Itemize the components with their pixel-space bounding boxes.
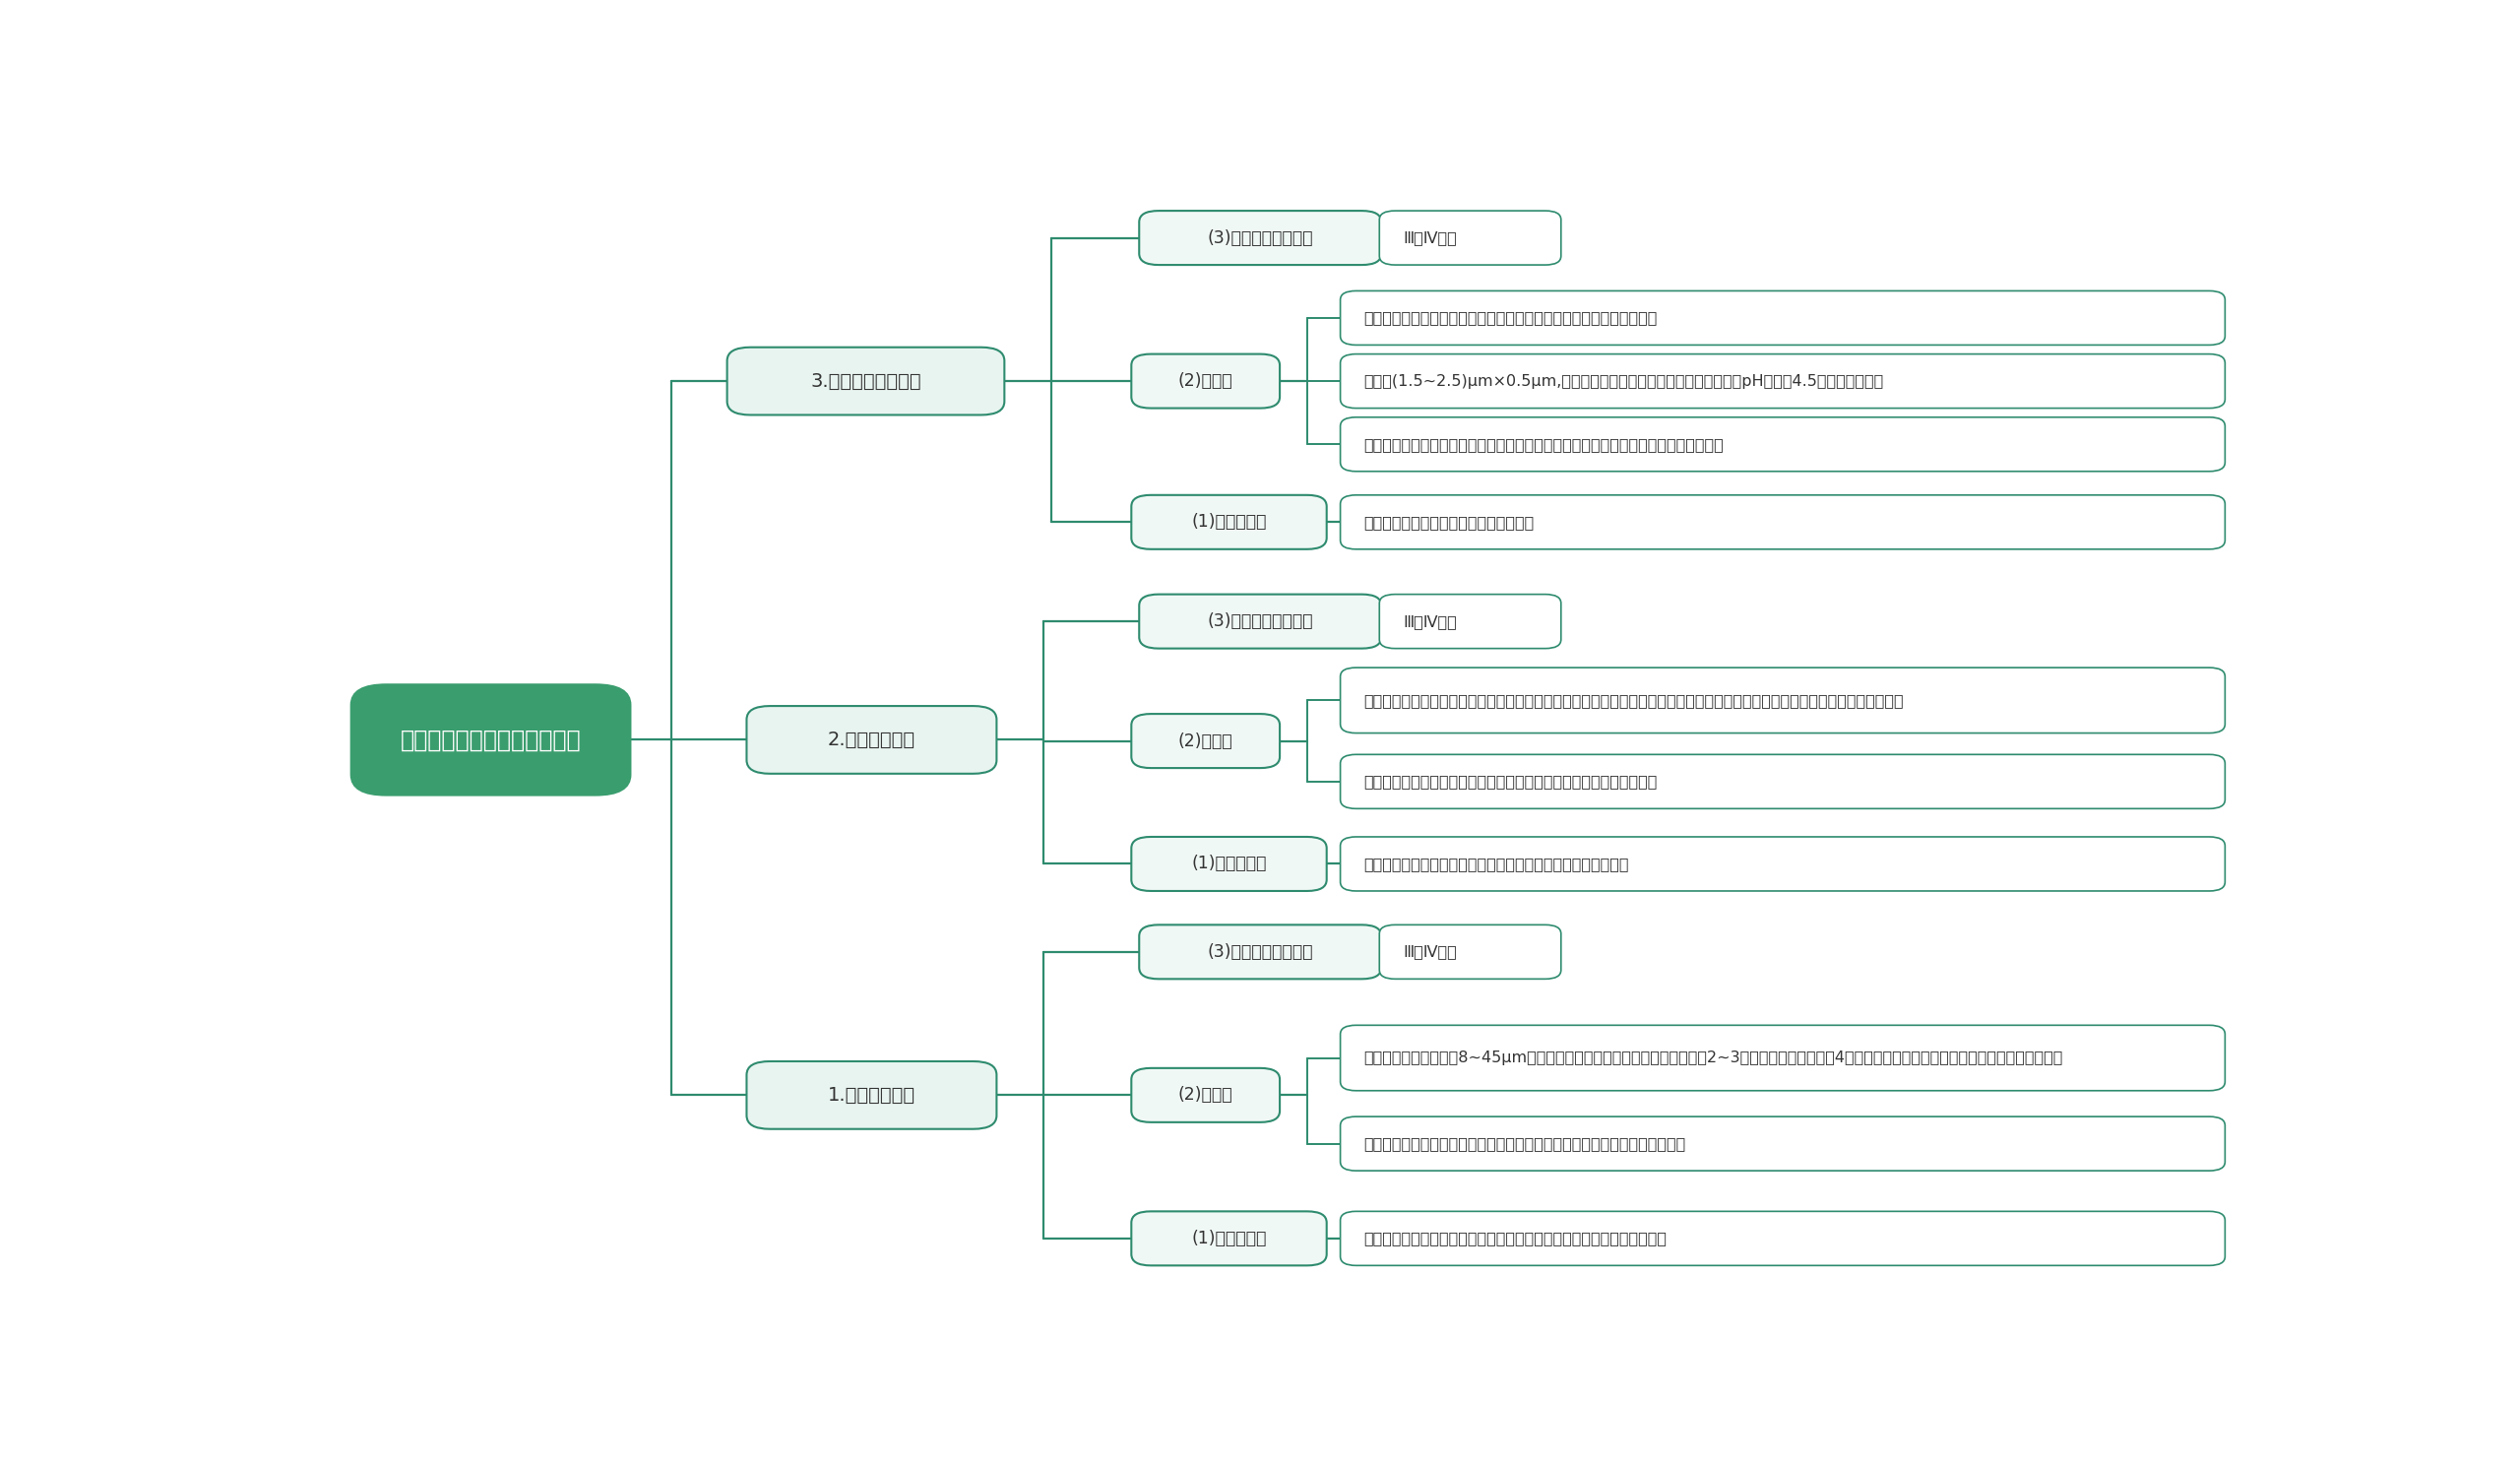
- Text: (3)阴道清洁度分级：: (3)阴道清洁度分级：: [1207, 229, 1313, 246]
- FancyBboxPatch shape: [1131, 713, 1280, 768]
- Text: (2)检查：: (2)检查：: [1179, 372, 1232, 390]
- Text: (3)阴道清洁度分级：: (3)阴道清洁度分级：: [1207, 612, 1313, 630]
- Text: (3)阴道清洁度分级：: (3)阴道清洁度分级：: [1207, 943, 1313, 961]
- FancyBboxPatch shape: [1139, 595, 1381, 649]
- FancyBboxPatch shape: [1131, 837, 1326, 891]
- FancyBboxPatch shape: [1341, 292, 2225, 344]
- FancyBboxPatch shape: [1341, 355, 2225, 409]
- Text: (1)临床表现：: (1)临床表现：: [1192, 856, 1268, 873]
- FancyBboxPatch shape: [1341, 668, 2225, 732]
- Text: (2)检查：: (2)检查：: [1179, 1087, 1232, 1105]
- Text: 1.滴虫性阴道炎: 1.滴虫性阴道炎: [827, 1086, 915, 1105]
- Text: Ⅲ、Ⅳ度。: Ⅲ、Ⅳ度。: [1404, 945, 1457, 960]
- FancyBboxPatch shape: [1341, 754, 2225, 809]
- Text: 如取阴道分泌物涂片并时行革兰氏染色后油观察，可见到卵圆形革兰氏阳性孢子或与出芽细胞相连接的假菌丝，成链状及分支状。: 如取阴道分泌物涂片并时行革兰氏染色后油观察，可见到卵圆形革兰氏阳性孢子或与出芽细…: [1363, 693, 1903, 708]
- FancyBboxPatch shape: [746, 1061, 995, 1130]
- Text: 2.真菌性阴道炎: 2.真菌性阴道炎: [827, 731, 915, 749]
- Text: 采用悬滴法于低倍镜下可见到白色丝假酵母菌的卵圆形孢子和假菌丝。: 采用悬滴法于低倍镜下可见到白色丝假酵母菌的卵圆形孢子和假菌丝。: [1363, 774, 1658, 790]
- Text: (1)临床表现：: (1)临床表现：: [1192, 513, 1268, 530]
- FancyBboxPatch shape: [1341, 1116, 2225, 1171]
- Text: 直接涂片镜检可见波动状或螺旋状运动的虫体将周围白细胞或上皮细胞推动。: 直接涂片镜检可见波动状或螺旋状运动的虫体将周围白细胞或上皮细胞推动。: [1363, 1137, 1686, 1151]
- FancyBboxPatch shape: [1378, 595, 1560, 649]
- Text: 阴道分泌物呈乳油状大量排出，有恶臭。: 阴道分泌物呈乳油状大量排出，有恶臭。: [1363, 514, 1535, 529]
- FancyBboxPatch shape: [1341, 495, 2225, 549]
- FancyBboxPatch shape: [1131, 495, 1326, 549]
- FancyBboxPatch shape: [1139, 924, 1381, 979]
- Text: 呈豆腐查样或凝乳状小碎块即豆腐渣样白带，常伴有外阴瘙痒。: 呈豆腐查样或凝乳状小碎块即豆腐渣样白带，常伴有外阴瘙痒。: [1363, 857, 1628, 872]
- Text: 3.加德钠菌性阴道炎: 3.加德钠菌性阴道炎: [811, 372, 922, 391]
- Text: 在高倍镜下可见虫体为8~45μm，呈顶宽尾尖倒置梨形，大小多为白细胞的2~3倍，虫体顶端有前鞭毛4根，后端有后鞭毛一根，体侧有汉动膜，借以移动。: 在高倍镜下可见虫体为8~45μm，呈顶宽尾尖倒置梨形，大小多为白细胞的2~3倍，…: [1363, 1050, 2064, 1065]
- FancyBboxPatch shape: [728, 347, 1005, 415]
- Text: Ⅲ、Ⅳ度。: Ⅲ、Ⅳ度。: [1404, 230, 1457, 245]
- FancyBboxPatch shape: [1378, 924, 1560, 979]
- Text: 寻找阴道分泌物中的线索细胞，是诊断加德钠菌性阴道病的重要指标。: 寻找阴道分泌物中的线索细胞，是诊断加德钠菌性阴道病的重要指标。: [1363, 311, 1658, 325]
- FancyBboxPatch shape: [1341, 1025, 2225, 1090]
- FancyBboxPatch shape: [350, 684, 630, 795]
- FancyBboxPatch shape: [1131, 1212, 1326, 1266]
- FancyBboxPatch shape: [1131, 355, 1280, 409]
- FancyBboxPatch shape: [1341, 837, 2225, 891]
- Text: 患者阴道分泌物革兰氏染色后可见阴道性或染色不定有时可染成革兰氏阳性的小杆菌。: 患者阴道分泌物革兰氏染色后可见阴道性或染色不定有时可染成革兰氏阳性的小杆菌。: [1363, 437, 1724, 451]
- FancyBboxPatch shape: [1378, 211, 1560, 265]
- FancyBboxPatch shape: [746, 706, 995, 774]
- Text: (1)临床表现：: (1)临床表现：: [1192, 1229, 1268, 1247]
- FancyBboxPatch shape: [1341, 418, 2225, 472]
- FancyBboxPatch shape: [1131, 1068, 1280, 1122]
- Text: Ⅲ、Ⅳ度。: Ⅲ、Ⅳ度。: [1404, 614, 1457, 628]
- Text: (2)检查：: (2)检查：: [1179, 732, 1232, 750]
- FancyBboxPatch shape: [1341, 1212, 2225, 1266]
- FancyBboxPatch shape: [1139, 211, 1381, 265]
- Text: 医学检验学知识：阴道分泌物: 医学检验学知识：阴道分泌物: [401, 728, 582, 752]
- Text: 病人外阴灼热痛、瘙痒，阴道分泌物星稀脓性或泡沫状，称泡沫状白带。: 病人外阴灼热痛、瘙痒，阴道分泌物星稀脓性或泡沫状，称泡沫状白带。: [1363, 1231, 1666, 1245]
- Text: 大小为(1.5~2.5)μm×0.5μm,具有多形性，呈杆状或球杆状，阴道分泌物pH常大小4.5，胺试验阳性。: 大小为(1.5~2.5)μm×0.5μm,具有多形性，呈杆状或球杆状，阴道分泌物…: [1363, 374, 1885, 388]
